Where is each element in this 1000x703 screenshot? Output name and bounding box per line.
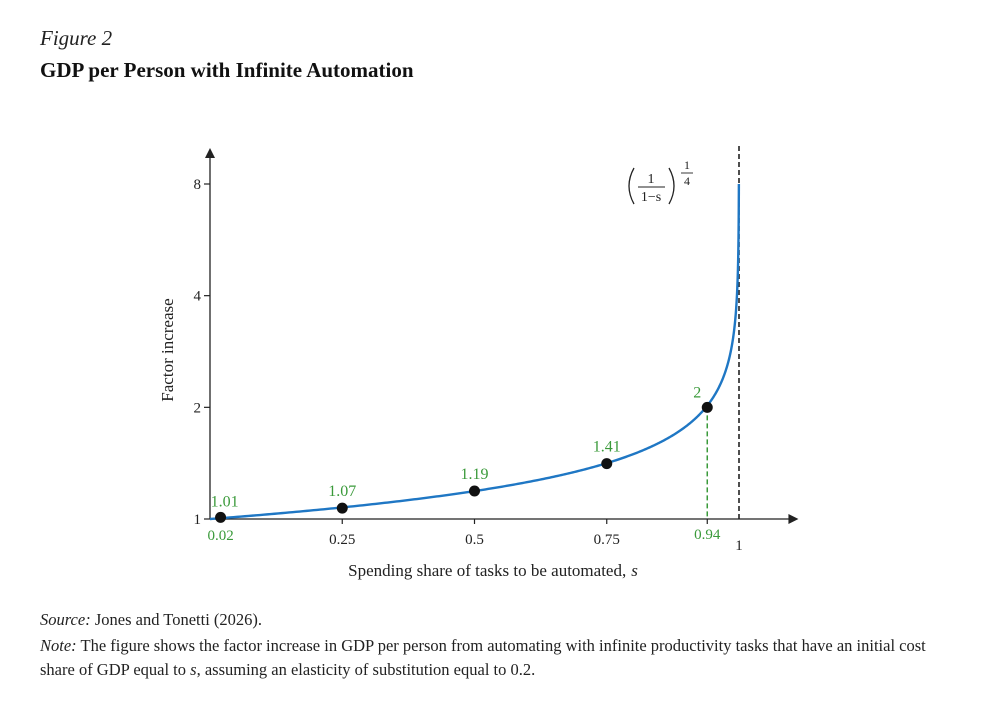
chart-marker-layer [215, 401, 713, 523]
note-text-after: , assuming an elasticity of substitution… [196, 660, 536, 679]
x-tick-label-0.5: 0.5 [465, 532, 484, 548]
source-text: Jones and Tonetti (2026). [90, 610, 263, 629]
formula-numerator: 1 [648, 172, 655, 187]
figure-label: Figure 2 [40, 26, 113, 50]
note-var: s [190, 660, 197, 679]
data-label-2: 2 [693, 384, 701, 401]
note-text-before: The figure shows the factor increase in … [40, 636, 926, 679]
formula-annotation: 1 1−s 1 4 [628, 158, 693, 205]
data-point-2 [701, 401, 713, 413]
source-label: Source: [40, 610, 91, 629]
source-line: Source: Jones and Tonetti (2026). [40, 610, 262, 630]
y-axis-label: Factor increase [158, 298, 177, 401]
x-axis-label: Spending share of tasks to be automated,… [348, 561, 638, 580]
formula-denominator: 1−s [641, 190, 661, 205]
data-point-1.19 [469, 485, 480, 497]
y-axis-arrow [205, 148, 215, 158]
data-label-1.01: 1.01 [211, 493, 239, 510]
x-tick-label-0.94: 0.94 [694, 527, 721, 543]
formula-exponent-denominator: 4 [684, 174, 690, 188]
chart-labels-layer: 1.01 1.07 1.19 1.41 2 [211, 384, 702, 510]
chart-ticks: 1 2 4 8 0.02 0.25 0.5 0.75 0.94 1 [194, 177, 743, 554]
figure-title: GDP per Person with Infinite Automation [40, 58, 414, 82]
x-axis-arrow [788, 514, 799, 524]
x-axis-label-var: s [631, 561, 638, 580]
chart: 1 2 4 8 0.02 0.25 0.5 0.75 0.94 1 1.01 1.07 1.19 1.4… [158, 146, 799, 580]
x-tick-label-1: 1 [735, 538, 743, 554]
y-tick-label-1: 1 [194, 512, 202, 528]
x-tick-label-0.25: 0.25 [329, 532, 355, 548]
series-curve [209, 184, 741, 521]
data-point-1.07 [336, 502, 348, 514]
x-tick-label-0.75: 0.75 [594, 532, 620, 548]
data-point-1.41 [601, 458, 613, 470]
x-axis-label-text: Spending share of tasks to be automated, [348, 561, 626, 580]
formula-exponent-numerator: 1 [684, 158, 690, 172]
chart-axes [205, 146, 799, 524]
data-point-1.01 [215, 511, 227, 523]
data-label-1.41: 1.41 [593, 439, 621, 456]
y-tick-label-8: 8 [194, 177, 202, 193]
data-label-1.07: 1.07 [328, 483, 356, 500]
data-label-1.19: 1.19 [461, 466, 489, 483]
chart-curve-layer [209, 184, 741, 521]
note-label: Note: [40, 636, 77, 655]
x-tick-label-0.02: 0.02 [207, 528, 233, 544]
y-tick-label-4: 4 [194, 289, 202, 305]
formula-right-paren [668, 167, 675, 205]
formula-left-paren [628, 167, 635, 205]
y-tick-label-2: 2 [194, 400, 202, 416]
note-paragraph: Note: The figure shows the factor increa… [40, 634, 940, 682]
